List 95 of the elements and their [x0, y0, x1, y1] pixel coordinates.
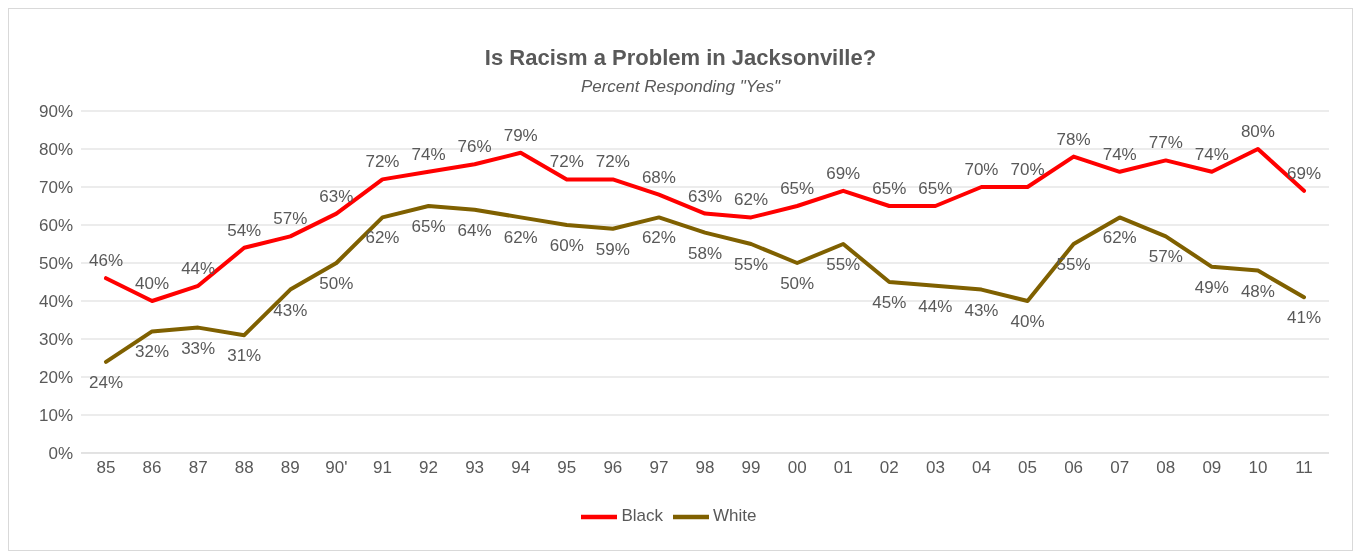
x-tick-label: 04 [972, 458, 991, 478]
data-label: 31% [227, 346, 262, 366]
legend-label: White [713, 506, 757, 526]
data-label: 62% [641, 228, 676, 248]
data-label: 57% [1148, 247, 1183, 267]
data-label: 78% [1056, 129, 1091, 149]
x-tick-label: 93 [465, 458, 485, 478]
x-tick-label: 08 [1156, 458, 1176, 478]
data-label: 72% [549, 152, 584, 172]
x-tick-label: 01 [833, 458, 853, 478]
data-label: 49% [1194, 277, 1229, 297]
data-label: 65% [872, 179, 907, 198]
data-label: 43% [273, 300, 308, 320]
x-tick-label: 90' [325, 458, 348, 478]
data-label: 40% [135, 274, 170, 293]
data-label: 43% [964, 300, 999, 320]
data-label: 55% [734, 255, 769, 274]
x-tick-label: 07 [1110, 458, 1130, 478]
data-label: 55% [1056, 255, 1091, 274]
data-label: 77% [1148, 133, 1183, 153]
data-label: 64% [457, 220, 492, 240]
data-label: 32% [135, 342, 170, 362]
data-label: 62% [365, 228, 400, 248]
data-label: 40% [1010, 312, 1045, 331]
data-label: 48% [1240, 281, 1275, 301]
x-tick-label: 88 [234, 458, 254, 478]
data-label: 65% [918, 179, 953, 198]
x-tick-label: 06 [1064, 458, 1084, 478]
x-tick-label: 91 [373, 458, 392, 478]
data-label: 62% [1102, 228, 1137, 248]
data-label: 70% [1010, 160, 1045, 179]
chart-subtitle: Percent Responding "Yes" [579, 77, 782, 97]
data-label: 74% [1194, 144, 1229, 164]
x-tick-label: 03 [925, 458, 945, 478]
y-tick-label: 70% [38, 178, 73, 198]
y-tick-label: 60% [38, 216, 73, 236]
chart-title: Is Racism a Problem in Jacksonville? [483, 45, 878, 71]
data-label: 69% [1286, 163, 1322, 183]
data-label: 33% [181, 338, 216, 358]
y-tick-label: 40% [38, 292, 73, 312]
data-label: 55% [826, 255, 861, 274]
y-tick-label: 90% [38, 102, 73, 122]
x-tick-label: 89 [280, 458, 300, 478]
x-tick-label: 92 [419, 458, 438, 478]
y-tick-label: 50% [38, 254, 73, 274]
data-label: 44% [181, 258, 216, 278]
x-tick-label: 98 [695, 458, 715, 478]
data-label: 74% [411, 144, 446, 164]
x-tick-label: 00 [787, 458, 807, 478]
data-label: 76% [457, 137, 492, 157]
x-tick-label: 02 [879, 458, 899, 478]
x-tick-label: 85 [96, 458, 116, 478]
data-label: 50% [780, 274, 815, 293]
data-label: 79% [503, 125, 538, 145]
data-label: 44% [918, 296, 953, 316]
data-label: 45% [872, 293, 907, 312]
data-label: 70% [964, 160, 999, 179]
y-tick-label: 0% [48, 444, 73, 464]
data-label: 50% [319, 274, 354, 293]
data-label: 46% [88, 251, 124, 271]
y-tick-label: 10% [38, 406, 73, 426]
data-label: 62% [734, 190, 769, 210]
data-label: 72% [595, 152, 630, 172]
x-tick-label: 94 [511, 458, 531, 478]
data-label: 65% [780, 179, 815, 198]
x-tick-label: 10 [1248, 458, 1268, 478]
data-label: 57% [273, 209, 308, 229]
data-label: 24% [88, 372, 124, 392]
data-label: 63% [319, 186, 354, 206]
data-label: 62% [503, 228, 538, 248]
x-tick-label: 96 [603, 458, 623, 478]
x-tick-label: 95 [557, 458, 577, 478]
data-label: 63% [687, 186, 723, 206]
data-label: 54% [227, 220, 262, 240]
data-label: 80% [1240, 122, 1275, 141]
data-label: 60% [549, 236, 584, 255]
x-tick-label: 87 [188, 458, 208, 478]
data-label: 74% [1102, 144, 1137, 164]
x-tick-label: 86 [142, 458, 162, 478]
data-label: 59% [595, 239, 630, 259]
data-label: 72% [365, 152, 400, 172]
y-tick-label: 20% [38, 368, 73, 388]
data-label: 68% [641, 167, 676, 187]
y-tick-label: 80% [38, 140, 73, 160]
x-tick-label: 09 [1202, 458, 1222, 478]
x-tick-label: 11 [1295, 458, 1313, 478]
data-label: 65% [411, 217, 446, 236]
legend-label: Black [621, 506, 664, 526]
data-label: 69% [826, 163, 861, 183]
data-label: 58% [687, 243, 723, 263]
x-tick-label: 99 [741, 458, 761, 478]
x-tick-label: 05 [1018, 458, 1037, 478]
data-label: 41% [1286, 308, 1322, 328]
x-tick-label: 97 [649, 458, 669, 478]
y-tick-label: 30% [38, 330, 73, 350]
